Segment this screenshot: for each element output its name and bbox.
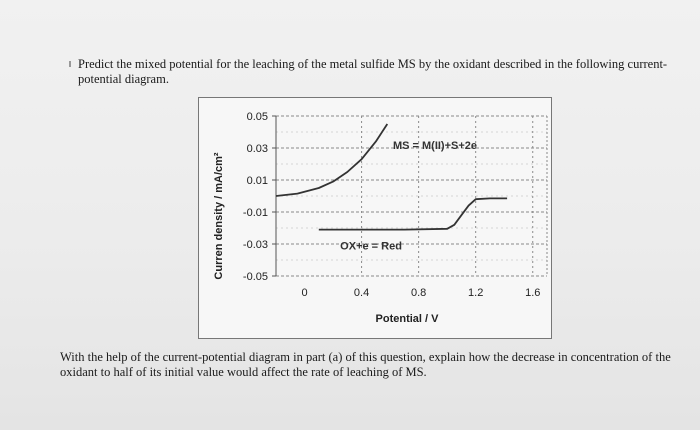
y-tick-label-3: -0.01 — [243, 207, 268, 219]
y-tick-label-0: 0.05 — [247, 111, 268, 123]
chart-series — [275, 123, 508, 231]
x-tick-label-3: 1.2 — [468, 287, 483, 299]
chart-annotations: MS = M(II)+S+2e OX+e = Red — [340, 140, 477, 253]
y-tick-label-5: -0.05 — [243, 271, 268, 283]
annotation-0: MS = M(II)+S+2e — [393, 140, 477, 152]
question-followup-text: With the help of the current-potential d… — [60, 350, 671, 379]
chart-grid — [276, 115, 547, 277]
y-axis-label: Curren density / mA/cm² — [213, 152, 225, 279]
y-tick-labels: 0.05 0.03 0.01 -0.01 -0.03 -0.05 — [243, 111, 276, 283]
x-tick-label-0: 0 — [301, 287, 307, 299]
bullet-mark — [69, 61, 71, 67]
x-tick-label-2: 0.8 — [411, 287, 426, 299]
chart-svg: 0.05 0.03 0.01 -0.01 -0.03 -0.05 0 0.4 0.8 1.2 1.… — [213, 111, 548, 325]
series-line-1 — [318, 197, 508, 231]
series-line-0 — [275, 123, 389, 197]
current-potential-chart: 0.05 0.03 0.01 -0.01 -0.03 -0.05 0 0.4 0.8 1.2 1.… — [198, 97, 552, 339]
x-axis-label: Potential / V — [376, 313, 440, 325]
y-tick-label-1: 0.03 — [247, 143, 268, 155]
x-tick-label-1: 0.4 — [354, 287, 369, 299]
y-tick-label-4: -0.03 — [243, 239, 268, 251]
x-tick-label-4: 1.6 — [525, 287, 540, 299]
annotation-1: OX+e = Red — [340, 241, 402, 253]
y-tick-label-2: 0.01 — [247, 175, 268, 187]
question-intro-text: Predict the mixed potential for the leac… — [78, 57, 668, 86]
x-tick-labels: 0 0.4 0.8 1.2 1.6 — [301, 287, 540, 299]
